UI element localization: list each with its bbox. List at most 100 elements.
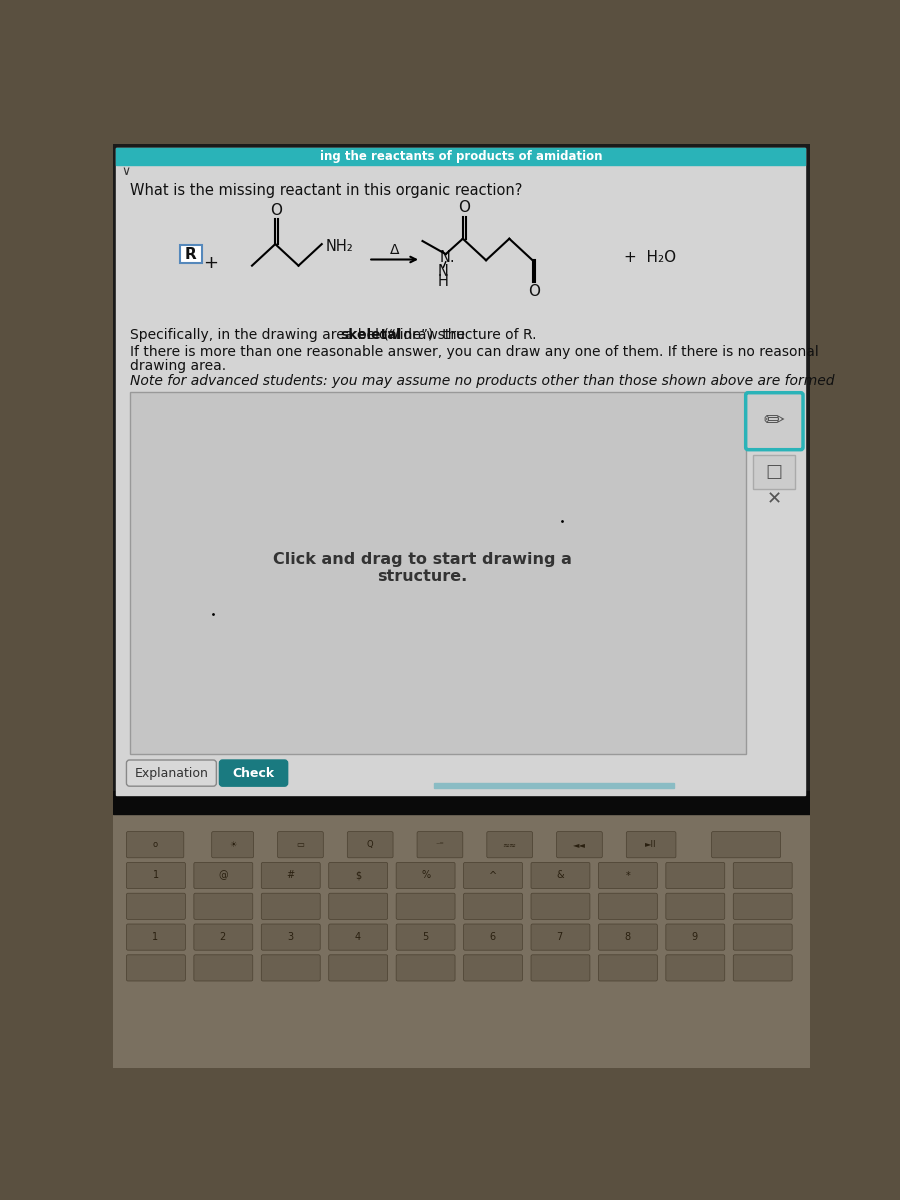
Bar <box>112 144 810 803</box>
Bar <box>434 784 674 787</box>
FancyBboxPatch shape <box>752 455 795 488</box>
FancyBboxPatch shape <box>396 955 455 980</box>
FancyBboxPatch shape <box>347 832 393 858</box>
Text: 8: 8 <box>624 932 630 942</box>
Text: 6: 6 <box>490 932 495 942</box>
FancyBboxPatch shape <box>328 893 388 919</box>
Text: #: # <box>287 870 295 881</box>
Text: drawing area.: drawing area. <box>130 359 226 373</box>
FancyBboxPatch shape <box>126 760 216 786</box>
FancyBboxPatch shape <box>328 863 388 888</box>
Text: +  H₂O: + H₂O <box>624 251 676 265</box>
Bar <box>112 814 810 1068</box>
Text: structure.: structure. <box>377 569 468 584</box>
Bar <box>116 148 805 794</box>
Text: NH₂: NH₂ <box>326 239 354 254</box>
Text: ◄◄: ◄◄ <box>572 840 586 850</box>
FancyBboxPatch shape <box>396 924 455 950</box>
Text: ►II: ►II <box>645 840 657 850</box>
Text: ✏: ✏ <box>764 409 785 433</box>
Text: o: o <box>153 840 157 850</box>
Text: 4: 4 <box>355 932 361 942</box>
FancyBboxPatch shape <box>180 245 202 263</box>
Text: ^: ^ <box>489 870 497 881</box>
FancyBboxPatch shape <box>666 893 724 919</box>
Text: ☀: ☀ <box>229 840 237 850</box>
Bar <box>112 791 810 1068</box>
FancyBboxPatch shape <box>746 392 803 450</box>
Text: H: H <box>438 275 449 289</box>
Text: 7: 7 <box>556 932 562 942</box>
Text: N: N <box>438 264 449 280</box>
FancyBboxPatch shape <box>531 893 590 919</box>
FancyBboxPatch shape <box>396 863 455 888</box>
FancyBboxPatch shape <box>126 924 185 950</box>
FancyBboxPatch shape <box>328 955 388 980</box>
FancyBboxPatch shape <box>130 392 746 754</box>
Text: ≈≈: ≈≈ <box>502 840 517 850</box>
FancyBboxPatch shape <box>261 863 320 888</box>
FancyBboxPatch shape <box>126 955 185 980</box>
Text: □: □ <box>765 463 782 481</box>
FancyBboxPatch shape <box>126 832 184 858</box>
FancyBboxPatch shape <box>531 863 590 888</box>
Text: N.: N. <box>439 251 455 265</box>
Text: +: + <box>202 254 218 272</box>
FancyBboxPatch shape <box>598 893 657 919</box>
Text: O: O <box>458 200 470 216</box>
Text: 2: 2 <box>220 932 226 942</box>
Text: &: & <box>556 870 564 881</box>
Text: O: O <box>270 203 283 217</box>
Text: ∨: ∨ <box>122 166 131 179</box>
FancyBboxPatch shape <box>666 924 724 950</box>
Text: 1: 1 <box>153 870 159 881</box>
FancyBboxPatch shape <box>666 863 724 888</box>
Bar <box>116 148 805 164</box>
FancyBboxPatch shape <box>194 863 253 888</box>
Text: Explanation: Explanation <box>134 767 208 780</box>
Text: @: @ <box>219 870 228 881</box>
FancyBboxPatch shape <box>277 832 323 858</box>
Text: R: R <box>184 247 196 262</box>
Bar <box>112 791 810 814</box>
Text: *: * <box>626 870 630 881</box>
Text: Δ: Δ <box>390 244 400 257</box>
FancyBboxPatch shape <box>734 955 792 980</box>
FancyBboxPatch shape <box>556 832 602 858</box>
Text: Q: Q <box>366 840 373 850</box>
Text: skeletal: skeletal <box>340 328 401 342</box>
FancyBboxPatch shape <box>220 760 288 786</box>
FancyBboxPatch shape <box>666 955 724 980</box>
FancyBboxPatch shape <box>417 832 463 858</box>
Text: ing the reactants of products of amidation: ing the reactants of products of amidati… <box>320 150 602 163</box>
FancyBboxPatch shape <box>734 863 792 888</box>
FancyBboxPatch shape <box>194 955 253 980</box>
FancyBboxPatch shape <box>487 832 533 858</box>
Text: Click and drag to start drawing a: Click and drag to start drawing a <box>273 552 572 568</box>
Text: 5: 5 <box>422 932 428 942</box>
Text: Specifically, in the drawing area below draw the: Specifically, in the drawing area below … <box>130 328 469 342</box>
FancyBboxPatch shape <box>261 924 320 950</box>
FancyBboxPatch shape <box>734 893 792 919</box>
Text: If there is more than one reasonable answer, you can draw any one of them. If th: If there is more than one reasonable ans… <box>130 344 818 359</box>
Text: ✕: ✕ <box>767 490 782 508</box>
FancyBboxPatch shape <box>126 863 185 888</box>
FancyBboxPatch shape <box>464 924 523 950</box>
FancyBboxPatch shape <box>194 924 253 950</box>
Text: ▭: ▭ <box>296 840 304 850</box>
FancyBboxPatch shape <box>212 832 254 858</box>
FancyBboxPatch shape <box>464 863 523 888</box>
Text: Note for advanced students: you may assume no products other than those shown ab: Note for advanced students: you may assu… <box>130 374 834 388</box>
FancyBboxPatch shape <box>261 893 320 919</box>
Text: ⁻⁼: ⁻⁼ <box>436 840 444 850</box>
FancyBboxPatch shape <box>598 955 657 980</box>
FancyBboxPatch shape <box>194 893 253 919</box>
FancyBboxPatch shape <box>464 955 523 980</box>
Text: (“line”) structure of R.: (“line”) structure of R. <box>379 328 536 342</box>
Text: Check: Check <box>232 767 274 780</box>
FancyBboxPatch shape <box>531 955 590 980</box>
Text: O: O <box>527 283 540 299</box>
FancyBboxPatch shape <box>598 924 657 950</box>
Text: $: $ <box>356 870 361 881</box>
FancyBboxPatch shape <box>598 863 657 888</box>
